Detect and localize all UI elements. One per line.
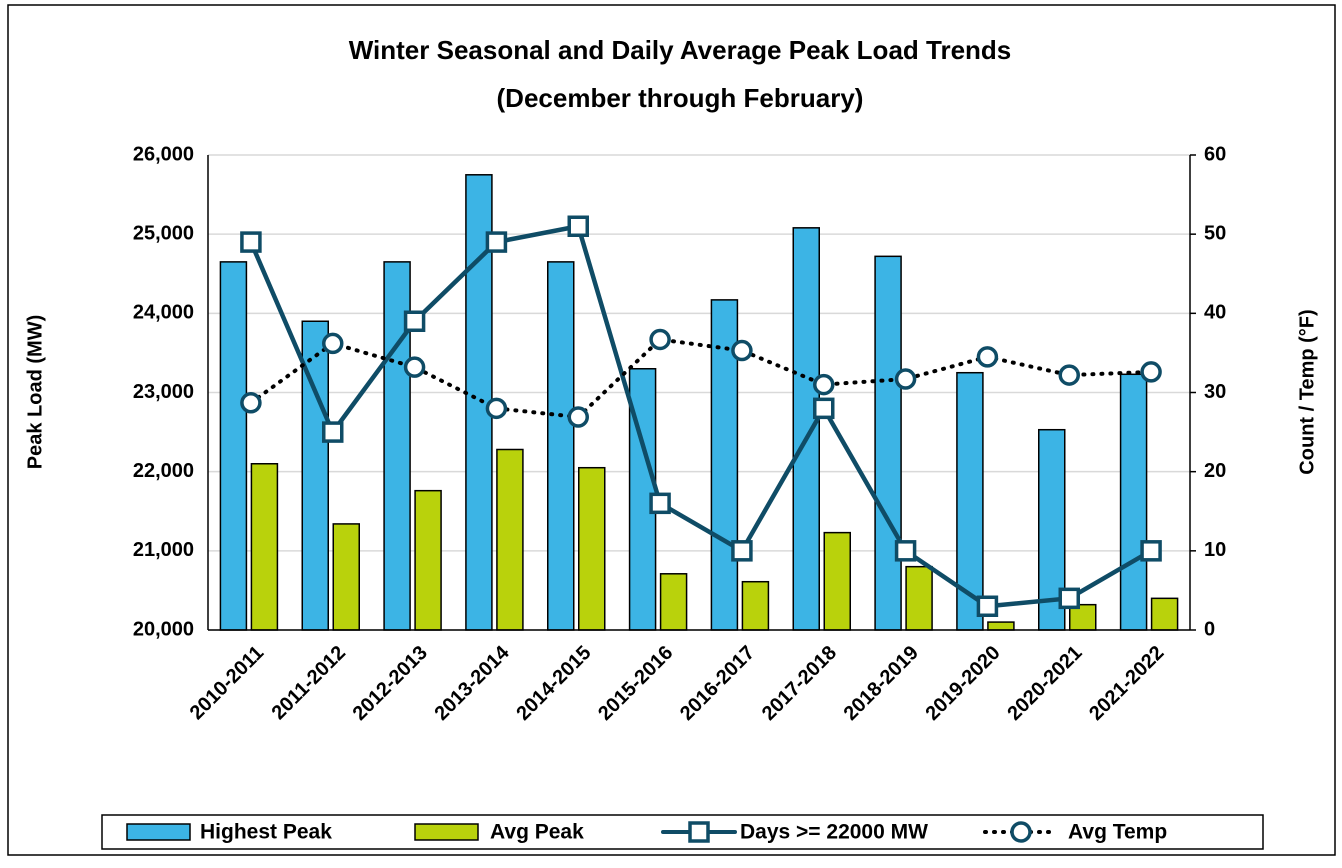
line-marker <box>649 492 671 515</box>
line-marker <box>403 310 426 332</box>
line-marker <box>1140 361 1162 383</box>
y-tick-label: 20,000 <box>133 618 194 640</box>
line-marker <box>403 356 426 378</box>
legend-marker <box>688 821 710 843</box>
line-marker <box>976 346 999 368</box>
y2-tick-label: 10 <box>1204 539 1226 561</box>
bar <box>1119 373 1148 631</box>
y2-tick-label: 20 <box>1204 460 1226 482</box>
line-marker <box>731 540 753 562</box>
chart-title: Winter Seasonal and Daily Average Peak L… <box>349 35 1012 65</box>
line-marker <box>567 215 589 237</box>
line-marker <box>485 397 508 420</box>
line-marker <box>731 339 753 362</box>
line-marker <box>485 231 508 253</box>
y2-tick-label: 0 <box>1204 618 1215 640</box>
bar <box>250 463 279 631</box>
line-marker <box>322 421 344 443</box>
bar <box>956 371 984 631</box>
line-marker <box>976 595 999 617</box>
bar <box>1150 597 1179 631</box>
y2-axis-label: Count / Temp (°F) <box>1296 309 1318 474</box>
line <box>248 337 1154 420</box>
legend-swatch <box>414 823 479 841</box>
bar <box>792 227 820 631</box>
y-tick-label: 25,000 <box>133 222 194 244</box>
bar <box>987 621 1015 631</box>
y-tick-label: 26,000 <box>133 143 194 165</box>
bar <box>874 255 902 631</box>
legend-marker <box>1010 821 1032 843</box>
line <box>248 223 1154 609</box>
y-tick-label: 24,000 <box>133 302 194 324</box>
line-marker <box>894 540 917 562</box>
y-tick-label: 22,000 <box>133 460 194 482</box>
bar <box>823 531 851 631</box>
bar <box>547 261 575 631</box>
y2-tick-label: 50 <box>1204 222 1226 244</box>
line-marker <box>567 406 589 428</box>
legend-label: Days >= 22000 MW <box>740 821 928 844</box>
y-tick-label: 21,000 <box>133 539 194 561</box>
line-marker <box>1058 364 1080 386</box>
legend-label: Highest Peak <box>200 821 332 844</box>
bar <box>219 261 248 631</box>
y2-tick-label: 40 <box>1204 302 1226 324</box>
line-marker <box>240 231 262 253</box>
bar <box>905 565 933 631</box>
line-marker <box>649 328 671 351</box>
line-marker <box>1140 540 1162 562</box>
legend-label: Avg Peak <box>490 821 584 844</box>
line-marker <box>1058 587 1080 610</box>
chart-subtitle: (December through February) <box>497 83 864 113</box>
y2-tick-label: 30 <box>1204 381 1226 403</box>
y2-tick-label: 60 <box>1204 143 1226 165</box>
legend-label: Avg Temp <box>1068 821 1167 844</box>
bar <box>414 489 442 631</box>
line-marker <box>813 373 835 396</box>
bar <box>659 573 688 631</box>
line-marker <box>813 397 835 420</box>
bar <box>741 580 770 631</box>
bar <box>578 466 606 631</box>
line-marker <box>894 368 917 390</box>
line-marker <box>322 332 344 355</box>
y-axis-label: Peak Load (MW) <box>24 315 46 469</box>
legend-swatch <box>126 823 191 841</box>
bar <box>332 523 360 631</box>
bar <box>1069 603 1097 631</box>
line-marker <box>240 392 262 414</box>
y-tick-label: 23,000 <box>133 381 194 403</box>
bar <box>496 448 524 631</box>
